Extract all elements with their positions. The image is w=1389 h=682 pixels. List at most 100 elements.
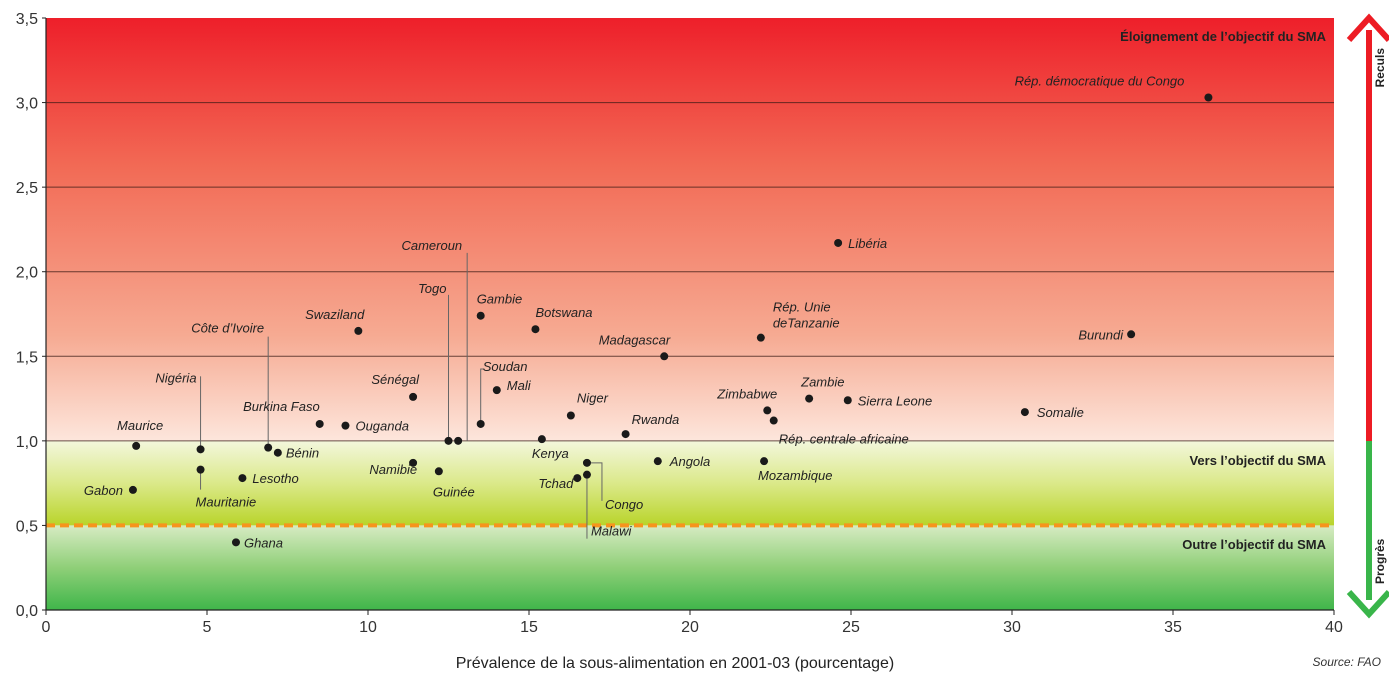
point-label: Mauritanie (196, 495, 257, 510)
arrow-label-setbacks: Reculs (1373, 48, 1387, 88)
arrow-label-progress: Progrès (1373, 538, 1387, 584)
data-point (454, 436, 463, 445)
leader-lines (200, 252, 603, 539)
point-label: Guinée (433, 484, 475, 499)
x-tick-labels: 0 5 10 15 20 25 30 35 40 (42, 619, 1343, 636)
x-tick-label: 25 (842, 619, 860, 636)
data-point (132, 441, 141, 450)
data-point (582, 470, 591, 479)
data-point (476, 419, 485, 428)
point-label: Zambie (800, 375, 844, 390)
zone-label-toward: Vers l’objectif du SMA (1189, 453, 1326, 468)
zone-label-beyond: Outre l’objectif du SMA (1182, 537, 1326, 552)
data-point (843, 396, 852, 405)
y-tick-label: 0,0 (16, 603, 38, 620)
data-point (354, 326, 363, 335)
arrow-up-head (1346, 13, 1389, 43)
data-point (1204, 93, 1213, 102)
point-label: Zimbabwe (716, 386, 777, 401)
point-label: Angola (669, 454, 710, 469)
data-point (264, 443, 273, 452)
data-point (566, 411, 575, 420)
data-point (1127, 330, 1136, 339)
data-point (492, 386, 501, 395)
arrow-down-head (1346, 589, 1389, 619)
data-point (1020, 408, 1029, 417)
point-label: Cameroun (401, 238, 462, 253)
data-point (537, 435, 546, 444)
point-label: Côte d’Ivoire (191, 321, 264, 336)
y-tick-label: 2,0 (16, 265, 38, 282)
zone-beyond-background (46, 525, 1334, 610)
point-label: Nigéria (155, 370, 196, 385)
point-label: Soudan (483, 359, 528, 374)
data-point (434, 467, 443, 476)
point-label: Rép. Unie deTanzanie (773, 300, 840, 331)
point-label: Swaziland (305, 307, 365, 322)
point-label: Sénégal (371, 372, 420, 387)
point-label: Gambie (477, 292, 523, 307)
x-tick-label: 30 (1003, 619, 1021, 636)
zone-toward-background (46, 440, 1334, 526)
data-point (273, 448, 282, 457)
x-axis-title: Prévalence de la sous-alimentation en 20… (456, 655, 895, 672)
data-point (341, 421, 350, 430)
data-point (238, 474, 247, 483)
data-point (573, 474, 582, 483)
data-point (760, 457, 769, 466)
point-label: Sierra Leone (858, 393, 932, 408)
arrow-shaft-green (1366, 441, 1372, 600)
point-label: Ouganda (355, 419, 409, 434)
data-point (763, 406, 772, 415)
x-tick-label: 35 (1164, 619, 1182, 636)
leader-line (586, 462, 603, 501)
data-point (409, 458, 418, 467)
leader-line (480, 368, 484, 424)
point-label: Mozambique (758, 468, 832, 483)
data-points: Rép. démocratique du Congo Libéria Burundi… (84, 73, 1213, 550)
point-label: Rép. démocratique du Congo (1015, 73, 1185, 88)
y-tick-label: 3,5 (16, 11, 38, 28)
point-label: Togo (418, 281, 446, 296)
y-tick-label: 1,5 (16, 349, 38, 366)
point-label: Mali (507, 378, 532, 393)
data-point (444, 436, 453, 445)
point-label: Congo (605, 497, 643, 512)
y-tick-labels: 0,0 0,5 1,0 1,5 2,0 2,5 3,0 3,5 (16, 11, 38, 620)
point-label: Burkina Faso (243, 399, 320, 414)
y-tick-label: 1,0 (16, 434, 38, 451)
plot-background (46, 18, 1334, 610)
point-label: Namibie (369, 462, 417, 477)
point-label: Rép. centrale africaine (779, 432, 909, 447)
y-tick-label: 2,5 (16, 180, 38, 197)
data-point (531, 325, 540, 334)
arrow-shaft-red (1366, 30, 1372, 441)
y-tick-label: 0,5 (16, 518, 38, 535)
x-tick-label: 20 (681, 619, 699, 636)
zone-label-away: Éloignement de l’objectif du SMA (1120, 29, 1326, 44)
point-label: Ghana (244, 535, 283, 550)
x-tick-label: 0 (42, 619, 51, 636)
point-label: Rwanda (632, 412, 680, 427)
point-label: Burundi (1078, 327, 1124, 342)
data-point (409, 392, 418, 401)
source-note: Source: FAO (1313, 655, 1381, 669)
data-point (834, 238, 843, 247)
data-point (805, 394, 814, 403)
y-tick-label: 3,0 (16, 96, 38, 113)
point-label: Tchad (538, 476, 574, 491)
data-point (128, 485, 137, 494)
data-point (196, 465, 205, 474)
point-label: Niger (577, 390, 609, 405)
axes (42, 17, 1335, 615)
point-label: Libéria (848, 236, 887, 251)
point-label: Madagascar (599, 332, 671, 347)
data-point (653, 457, 662, 466)
point-label: Maurice (117, 418, 163, 433)
gridlines (46, 102, 1334, 442)
point-label: Bénin (286, 446, 319, 461)
data-point (756, 333, 765, 342)
x-tick-label: 10 (359, 619, 377, 636)
point-label: Botswana (535, 305, 592, 320)
